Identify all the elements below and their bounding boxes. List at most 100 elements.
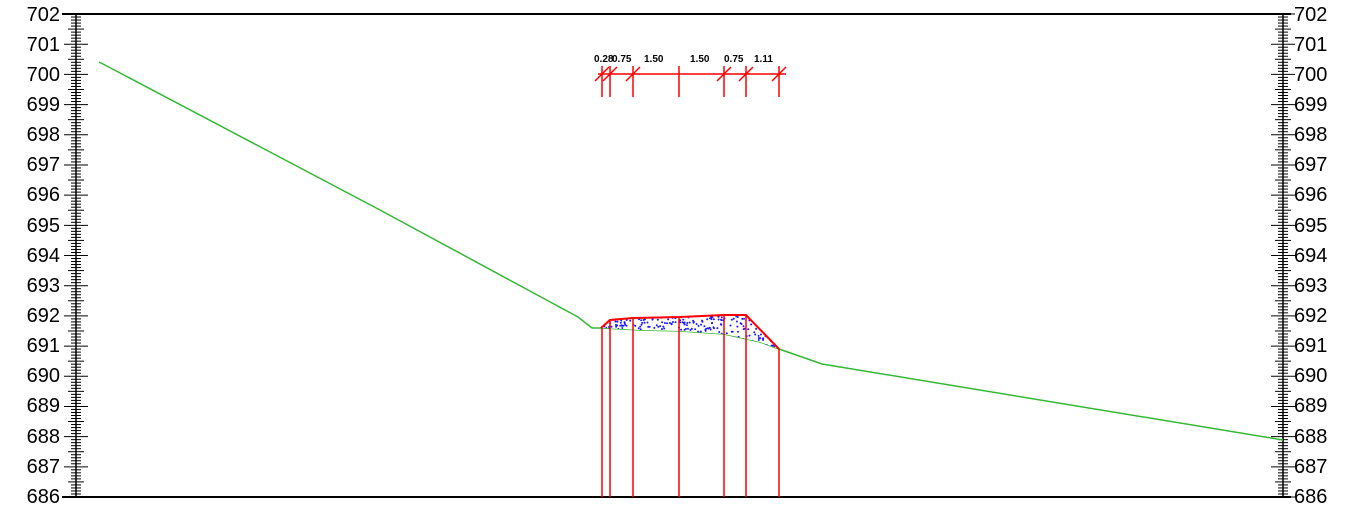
fill-dot [655, 324, 658, 327]
left-label-697: 697 [27, 154, 60, 176]
left-label-695: 695 [27, 215, 60, 237]
fill-dot [648, 325, 651, 328]
left-axis-labels: 702 701 700 699 698 697 696 695 694 693 … [27, 4, 60, 508]
fill-dot [718, 346, 721, 349]
fill-dot [615, 325, 618, 328]
right-axis-ticks [1271, 13, 1295, 498]
fill-dot [770, 344, 773, 347]
fill-dot [753, 347, 756, 349]
fill-dot [634, 324, 637, 327]
fill-dot [716, 327, 719, 330]
fill-dot [750, 347, 753, 349]
fill-dot [735, 320, 738, 323]
fill-dot [613, 346, 616, 349]
fill-dot [704, 329, 707, 332]
fill-dot [697, 324, 700, 327]
fill-dot [674, 332, 676, 335]
dimension-label: 0.28 [594, 54, 614, 65]
dimension-line [594, 66, 787, 97]
fill-dot [655, 342, 658, 345]
fill-dot [644, 318, 646, 321]
fill-dot [777, 317, 779, 320]
fill-dot [654, 345, 656, 348]
fill-dot [738, 339, 740, 342]
fill-dot [772, 334, 775, 337]
left-label-698: 698 [27, 124, 60, 146]
fill-dot [613, 344, 616, 347]
fill-dot [689, 340, 692, 343]
fill-dot [642, 331, 645, 334]
fill-dot [701, 345, 704, 348]
fill-dot [661, 335, 664, 338]
left-label-687: 687 [27, 456, 60, 478]
fill-dot [662, 325, 665, 328]
fill-dot [734, 346, 737, 349]
fill-dot [671, 331, 674, 334]
fill-dot [616, 335, 619, 338]
right-label-697: 697 [1294, 154, 1327, 176]
fill-dot [737, 330, 739, 333]
fill-dot [623, 315, 626, 316]
right-label-702: 702 [1294, 4, 1327, 26]
fill-dot [640, 339, 643, 342]
fill-dot [771, 331, 774, 334]
fill-dot [647, 340, 650, 343]
fill-dot [763, 317, 766, 320]
fill-dot [620, 324, 623, 327]
fill-dot [615, 348, 618, 349]
right-label-694: 694 [1294, 245, 1327, 267]
fill-dot [659, 346, 662, 349]
fill-dot [755, 327, 758, 330]
right-label-691: 691 [1294, 335, 1327, 357]
left-label-702: 702 [27, 4, 60, 26]
dimension-tick [625, 66, 641, 82]
right-label-700: 700 [1294, 64, 1327, 86]
fill-dot [642, 332, 645, 335]
fill-dot [752, 315, 755, 316]
fill-dot [697, 330, 699, 333]
fill-dot [761, 316, 763, 319]
fill-dot [728, 336, 731, 338]
fill-dot [666, 322, 668, 325]
fill-dot [642, 344, 644, 347]
fill-dot [676, 346, 679, 349]
fill-dot [621, 339, 624, 342]
fill-dot [629, 341, 632, 344]
fill-dot [618, 330, 621, 333]
fill-dot [742, 328, 745, 331]
fill-dot [762, 339, 765, 341]
fill-dot [703, 325, 706, 328]
fill-dot [621, 341, 624, 344]
right-label-687: 687 [1294, 456, 1327, 478]
fill-dot [703, 340, 706, 343]
fill-dot [680, 339, 683, 342]
left-label-691: 691 [27, 335, 60, 357]
fill-dot [643, 321, 646, 324]
fill-dot [667, 341, 670, 344]
fill-dot [697, 348, 700, 349]
fill-dot [604, 333, 607, 336]
fill-dot [661, 315, 664, 316]
fill-dot [685, 324, 688, 327]
fill-dot [623, 342, 625, 345]
fill-dot [752, 345, 755, 347]
fill-dot [640, 335, 643, 338]
fill-dot [743, 340, 746, 343]
fill-dot [635, 335, 638, 338]
fill-dot [742, 325, 745, 328]
fill-dot [720, 346, 723, 349]
fill-dot [602, 319, 605, 322]
fill-dot [648, 346, 651, 349]
dimension-label: 1.11 [754, 54, 773, 65]
fill-dot [750, 316, 753, 319]
right-label-686: 686 [1294, 486, 1327, 508]
fill-dot [704, 347, 707, 349]
station-lines [601, 315, 780, 497]
fill-dot [661, 338, 664, 341]
fill-dot [683, 328, 686, 331]
fill-dot [741, 317, 744, 320]
fill-dot [663, 322, 666, 324]
fill-dot [731, 330, 734, 333]
fill-dot [626, 340, 629, 343]
